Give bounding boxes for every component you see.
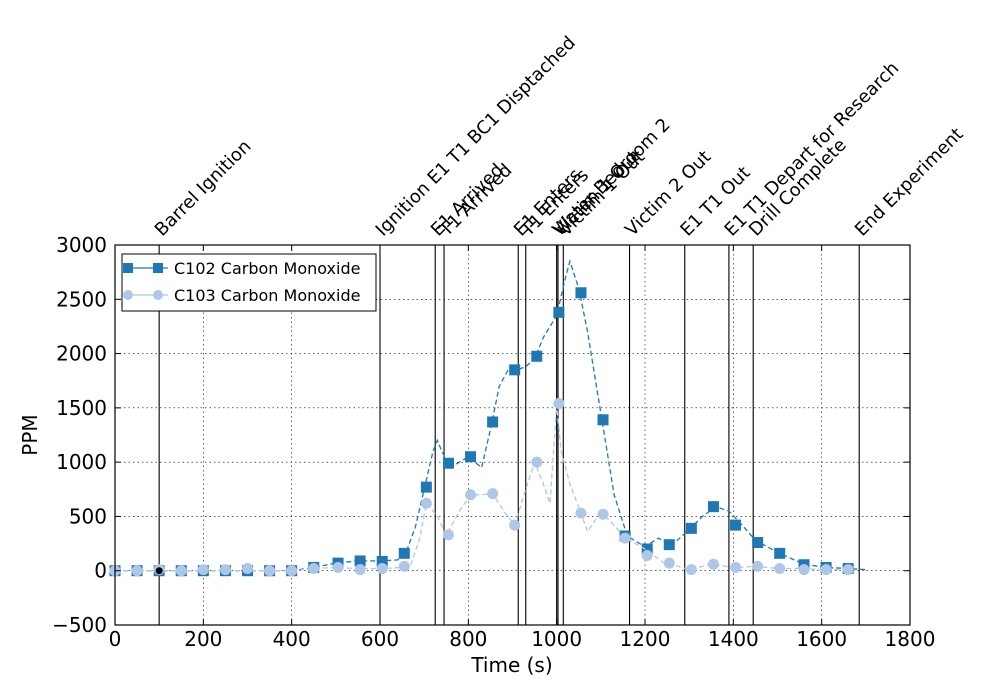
data-point-c103	[420, 497, 432, 509]
data-point-c103	[398, 560, 410, 572]
data-point-c103	[242, 563, 253, 575]
data-point-c102	[752, 536, 764, 548]
data-point-c103	[487, 488, 499, 500]
ticks: 0 200 400 600 800 1000 1200 1400 1600 1800−500050…	[52, 233, 935, 651]
data-point-c102	[730, 519, 742, 531]
y-tick-label: 1500	[56, 396, 107, 420]
data-point-c102	[553, 306, 565, 318]
data-point-c102	[663, 539, 675, 551]
y-axis-label: PPM	[18, 414, 42, 455]
x-tick-label: 1000	[531, 627, 582, 651]
data-point-c103	[707, 558, 719, 570]
data-point-c103	[553, 398, 565, 410]
y-tick-label: 3000	[56, 233, 107, 257]
series	[109, 259, 866, 577]
y-tick-label: −500	[52, 613, 107, 637]
data-point-c103	[509, 519, 521, 531]
data-point-c102	[398, 547, 410, 559]
data-point-c103	[730, 561, 742, 573]
data-point-c102	[465, 451, 477, 463]
data-point-c103	[219, 564, 231, 576]
legend-c103-marker-2	[153, 290, 163, 300]
x-tick-label: 400	[273, 627, 311, 651]
data-point-c103	[175, 565, 187, 577]
data-point-c103	[376, 563, 388, 575]
data-point-c103	[842, 564, 854, 576]
data-point-c103	[774, 563, 786, 575]
data-point-c103	[264, 565, 276, 577]
data-point-c103	[286, 565, 298, 577]
data-point-c102	[575, 287, 587, 299]
data-point-c103	[332, 561, 344, 573]
data-point-c103	[465, 489, 477, 501]
data-point-c103	[197, 564, 209, 576]
data-point-c103	[619, 532, 631, 544]
x-tick-label: 1600	[796, 627, 847, 651]
data-point-c102	[420, 481, 432, 493]
plot-frame	[114, 244, 911, 626]
legend-c102-marker-1	[123, 263, 133, 273]
data-point-c102	[774, 547, 786, 559]
legend-c103-marker-1	[123, 290, 133, 300]
data-point-c102	[487, 416, 499, 428]
y-tick-label: 2500	[56, 287, 107, 311]
x-tick-label: 1800	[885, 627, 936, 651]
data-point-c103	[685, 564, 697, 576]
ignition-marker	[155, 567, 163, 575]
legend-box	[121, 253, 377, 312]
y-tick-label: 0	[94, 559, 107, 583]
legend-c103-label: C103 Carbon Monoxide	[174, 286, 360, 305]
data-point-c103	[641, 550, 653, 562]
data-point-c103	[597, 508, 609, 520]
x-axis-label: Time (s)	[470, 653, 552, 677]
y-tick-label: 1000	[56, 450, 107, 474]
x-tick-label: 1200	[620, 627, 671, 651]
data-point-c103	[663, 557, 675, 569]
data-point-c102	[509, 364, 521, 376]
data-point-c103	[531, 456, 543, 468]
data-point-c102	[376, 555, 388, 567]
x-tick-label: 200	[184, 627, 222, 651]
data-point-c103	[820, 564, 832, 576]
data-point-c102	[531, 350, 543, 362]
data-point-c103	[752, 560, 764, 572]
data-point-c103	[308, 563, 320, 575]
legend-c102-marker-2	[153, 263, 163, 273]
x-tick-label: 800	[449, 627, 487, 651]
y-tick-label: 500	[69, 504, 107, 528]
data-point-c103	[131, 565, 143, 577]
legend-c102-label: C102 Carbon Monoxide	[174, 259, 360, 278]
series-line-1	[115, 404, 849, 572]
data-point-c102	[354, 555, 366, 567]
data-point-c102	[685, 522, 697, 534]
x-tick-label: 1400	[708, 627, 759, 651]
data-point-c102	[641, 543, 653, 555]
y-tick-label: 2000	[56, 342, 107, 366]
data-point-c103	[442, 529, 454, 541]
data-point-c102	[707, 501, 719, 513]
data-point-c103	[575, 507, 587, 519]
data-point-c102	[442, 457, 454, 469]
data-point-c103	[354, 564, 366, 576]
legend: C102 Carbon Monoxide C103 Carbon Monoxid…	[121, 253, 377, 312]
data-point-c102	[597, 414, 609, 426]
x-tick-label: 600	[361, 627, 399, 651]
x-tick-label: 0	[109, 627, 122, 651]
data-point-c103	[798, 564, 810, 576]
